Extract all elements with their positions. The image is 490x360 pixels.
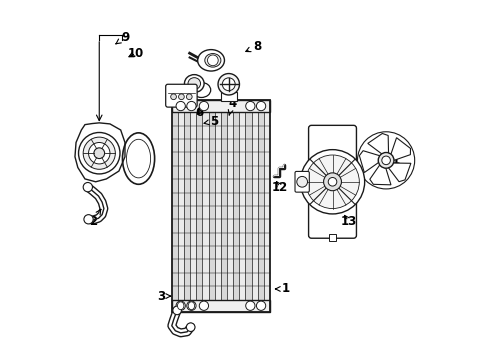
Bar bbox=[196, 112, 202, 300]
Circle shape bbox=[378, 153, 394, 168]
Bar bbox=[178, 112, 184, 300]
Bar bbox=[329, 234, 336, 241]
Circle shape bbox=[256, 301, 266, 310]
Bar bbox=[215, 112, 221, 300]
Text: 8: 8 bbox=[246, 40, 262, 53]
Text: 12: 12 bbox=[272, 181, 288, 194]
Ellipse shape bbox=[192, 82, 211, 98]
Bar bbox=[184, 112, 190, 300]
Bar bbox=[221, 93, 237, 102]
Bar bbox=[172, 112, 178, 300]
Circle shape bbox=[218, 73, 240, 95]
Circle shape bbox=[306, 155, 359, 208]
FancyBboxPatch shape bbox=[309, 125, 356, 238]
Circle shape bbox=[207, 55, 218, 66]
Circle shape bbox=[186, 94, 192, 100]
Circle shape bbox=[256, 102, 266, 111]
Circle shape bbox=[83, 137, 115, 169]
Text: 1: 1 bbox=[275, 283, 290, 296]
Circle shape bbox=[187, 301, 196, 310]
Circle shape bbox=[328, 177, 337, 186]
Bar bbox=[172, 100, 270, 112]
Circle shape bbox=[78, 132, 120, 174]
Circle shape bbox=[300, 150, 365, 214]
Polygon shape bbox=[368, 134, 389, 154]
Bar bbox=[172, 100, 270, 312]
Text: 5: 5 bbox=[204, 114, 219, 127]
Text: 11: 11 bbox=[385, 154, 401, 167]
Polygon shape bbox=[389, 163, 411, 182]
Circle shape bbox=[245, 102, 255, 111]
Ellipse shape bbox=[205, 54, 221, 67]
Ellipse shape bbox=[188, 302, 195, 310]
Bar bbox=[190, 112, 196, 300]
Circle shape bbox=[186, 323, 195, 332]
Ellipse shape bbox=[188, 78, 200, 89]
Circle shape bbox=[323, 173, 342, 191]
Bar bbox=[264, 112, 270, 300]
Circle shape bbox=[297, 176, 308, 187]
Bar bbox=[221, 112, 227, 300]
Polygon shape bbox=[370, 165, 391, 185]
Text: 6: 6 bbox=[196, 105, 204, 119]
Bar bbox=[245, 112, 251, 300]
Circle shape bbox=[176, 102, 185, 111]
Circle shape bbox=[187, 102, 196, 111]
Ellipse shape bbox=[177, 302, 184, 310]
Polygon shape bbox=[359, 151, 380, 172]
Bar bbox=[227, 112, 233, 300]
Bar bbox=[258, 112, 264, 300]
Text: 10: 10 bbox=[128, 47, 144, 60]
Text: 4: 4 bbox=[228, 97, 237, 115]
Text: 2: 2 bbox=[89, 209, 101, 228]
Text: 9: 9 bbox=[116, 31, 129, 44]
Ellipse shape bbox=[197, 50, 224, 71]
Circle shape bbox=[83, 183, 93, 192]
Text: 13: 13 bbox=[341, 215, 357, 228]
Circle shape bbox=[382, 156, 391, 165]
Bar bbox=[239, 112, 245, 300]
Circle shape bbox=[222, 78, 235, 91]
Polygon shape bbox=[391, 138, 411, 160]
Circle shape bbox=[84, 215, 93, 224]
Bar bbox=[172, 300, 270, 312]
Circle shape bbox=[199, 102, 209, 111]
Bar bbox=[233, 112, 239, 300]
Circle shape bbox=[245, 301, 255, 310]
Ellipse shape bbox=[184, 75, 204, 93]
Bar bbox=[209, 112, 215, 300]
Bar bbox=[251, 112, 258, 300]
Circle shape bbox=[173, 306, 181, 315]
Bar bbox=[202, 112, 209, 300]
Circle shape bbox=[176, 301, 185, 310]
Circle shape bbox=[171, 94, 176, 100]
Circle shape bbox=[358, 132, 415, 189]
Circle shape bbox=[89, 143, 110, 164]
Text: 7: 7 bbox=[174, 86, 185, 99]
Polygon shape bbox=[75, 123, 125, 182]
Circle shape bbox=[178, 94, 184, 100]
Circle shape bbox=[94, 148, 104, 158]
FancyBboxPatch shape bbox=[166, 84, 197, 107]
FancyBboxPatch shape bbox=[295, 171, 309, 192]
Circle shape bbox=[199, 301, 209, 310]
Text: 3: 3 bbox=[157, 289, 171, 303]
